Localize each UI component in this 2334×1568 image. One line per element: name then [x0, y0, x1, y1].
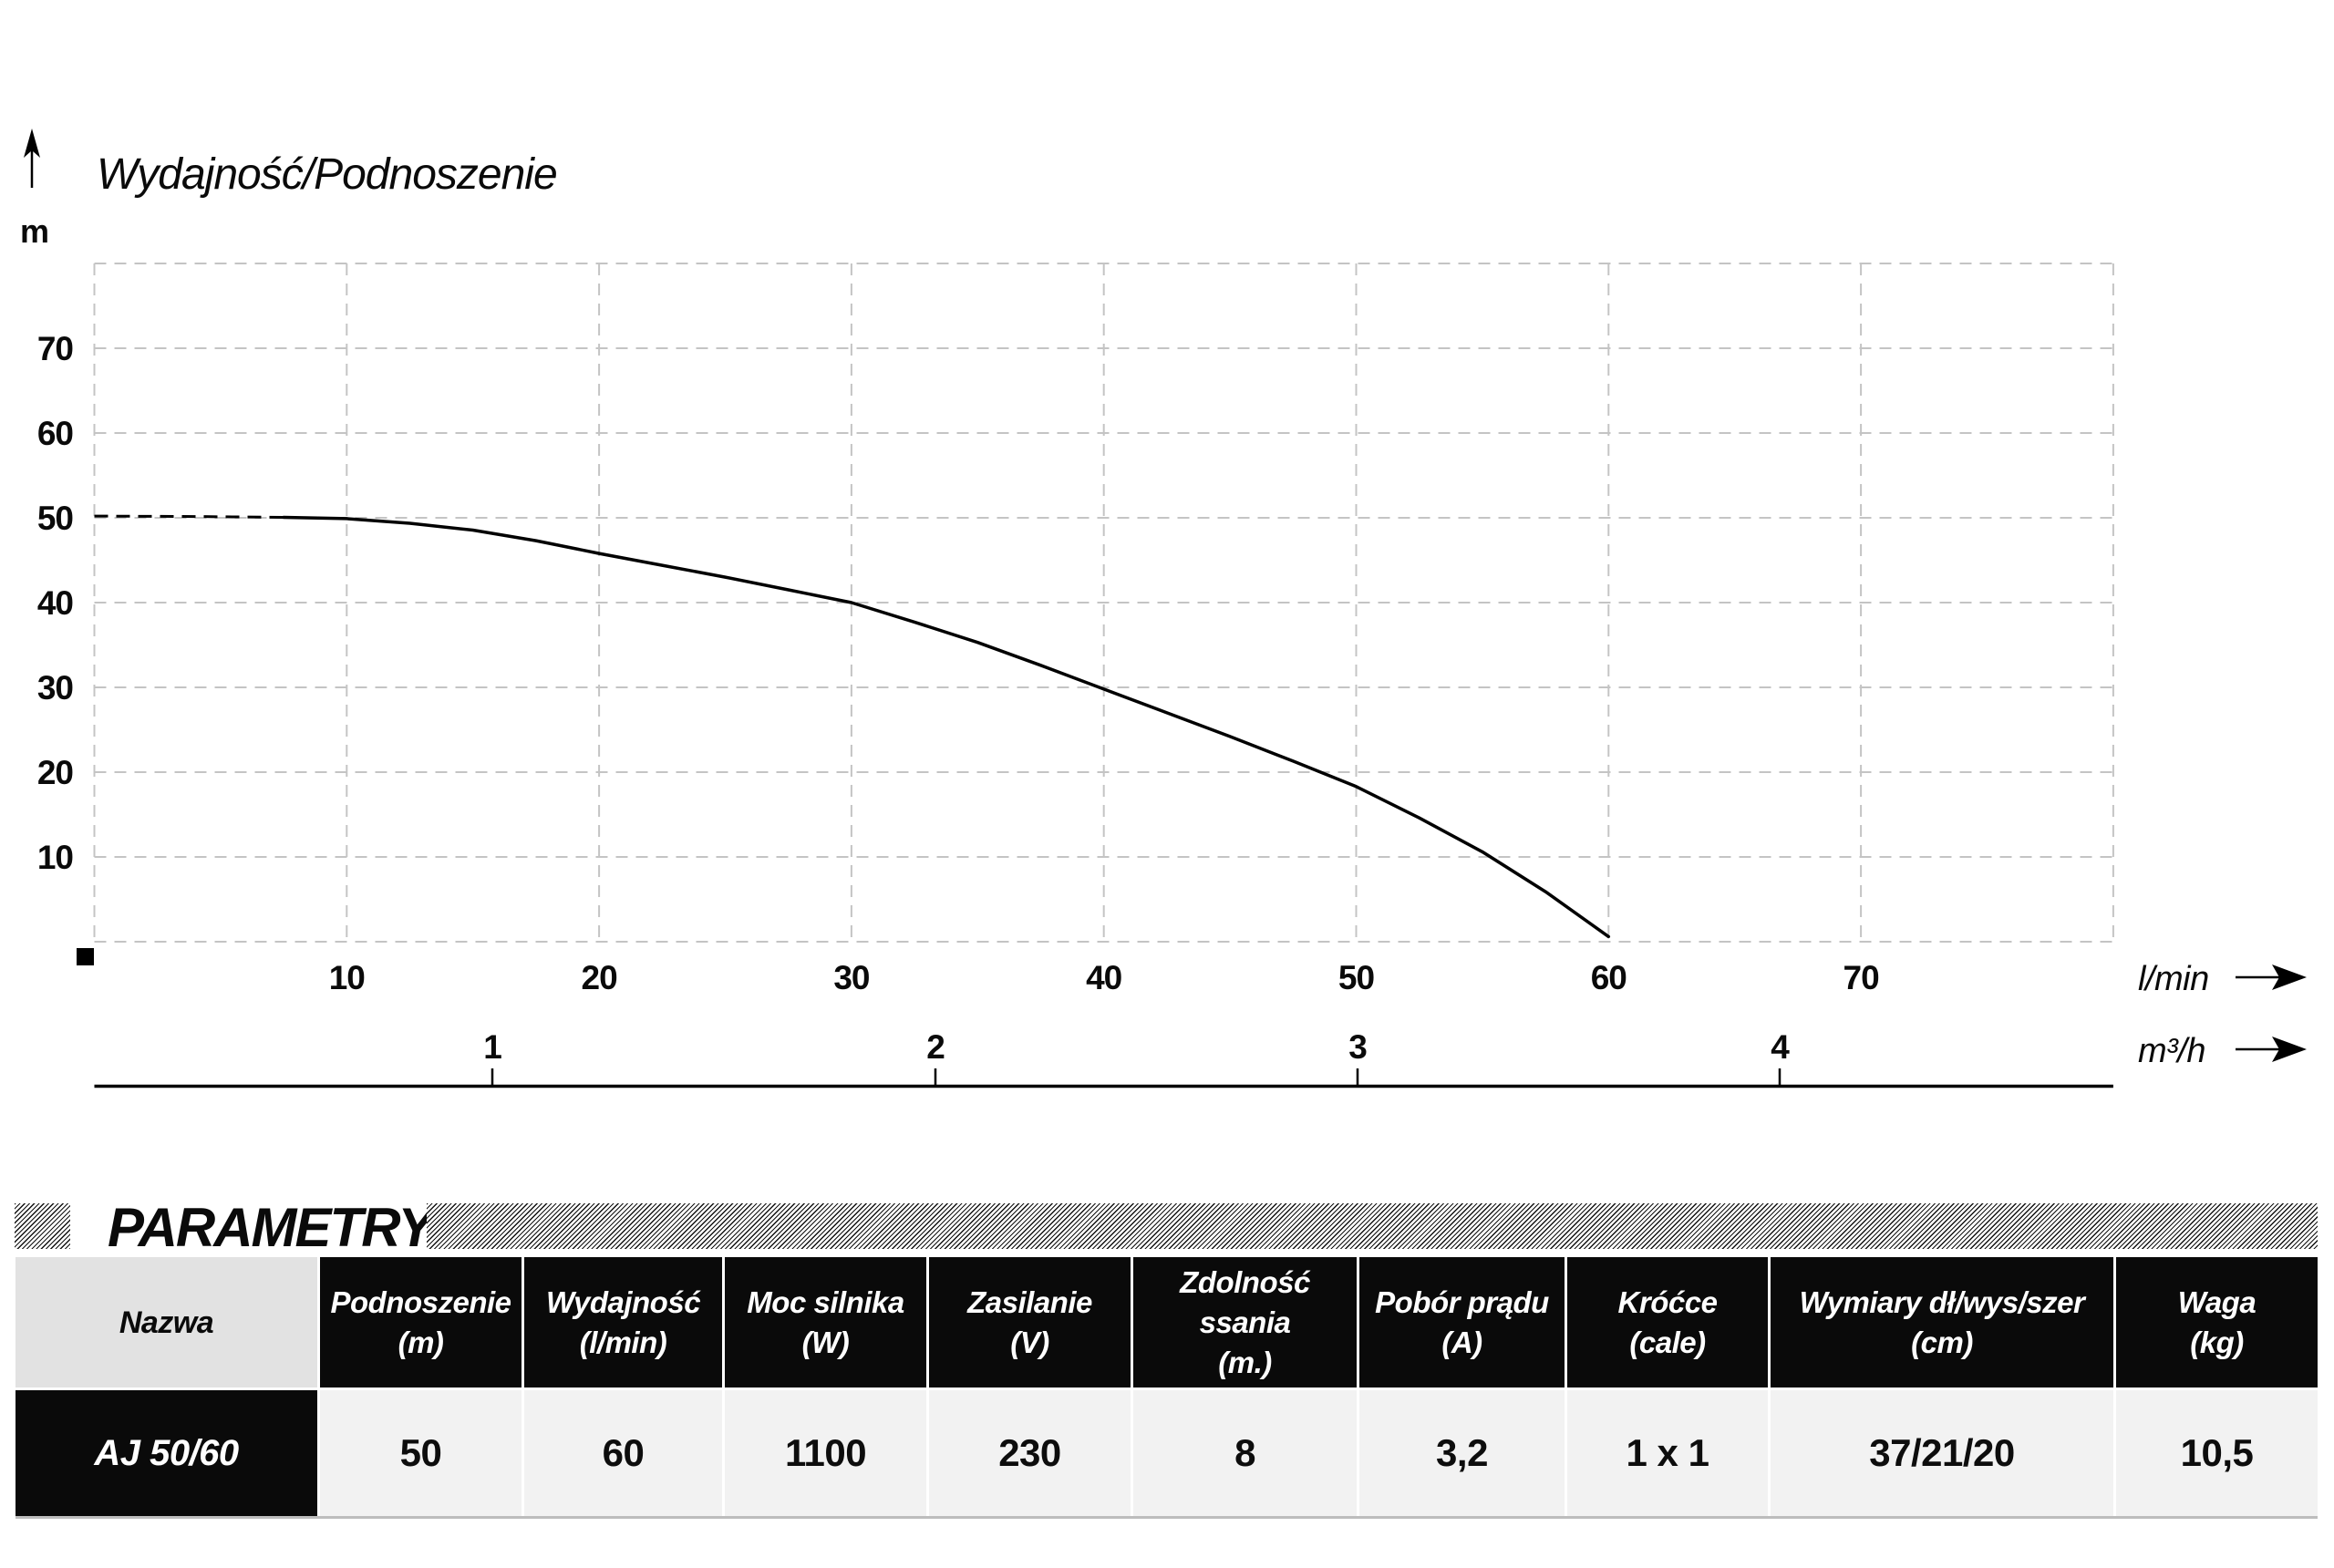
pump-performance-chart: m 70 60 50 40 30 20 10 10 20 30 40 50 60…	[20, 129, 2307, 1088]
column-header-pobor-pradu: Pobór prądu (A)	[1359, 1257, 1565, 1387]
y-axis-unit: m	[20, 212, 49, 250]
x-tick-label: 20	[582, 959, 618, 996]
column-unit: (m.)	[1218, 1345, 1272, 1379]
column-unit: (m)	[398, 1325, 444, 1359]
y-tick-label: 30	[37, 669, 74, 707]
x2-axis-arrow-icon	[2236, 1037, 2307, 1062]
origin-square-marker	[77, 948, 94, 965]
value-wymiary: 37/21/20	[1771, 1390, 2113, 1516]
grid-lines	[93, 263, 2114, 943]
pump-curve-dashed-segment	[94, 514, 284, 519]
y-axis-tick-labels: 70 60 50 40 30 20 10	[37, 330, 75, 876]
column-unit: (cale)	[1629, 1325, 1706, 1359]
column-header-waga: Waga (kg)	[2116, 1257, 2318, 1387]
y-tick-label: 70	[37, 330, 74, 367]
value-podnoszenie: 50	[320, 1390, 522, 1516]
x-tick-label: 30	[833, 959, 870, 996]
y-tick-label: 10	[37, 839, 74, 876]
column-header-moc-silnika: Moc silnika (W)	[725, 1257, 926, 1387]
column-label: Zdolność ssania	[1180, 1264, 1310, 1339]
x-tick-label: 40	[1086, 959, 1122, 996]
column-label: Moc silnika	[747, 1284, 904, 1319]
x2-axis-ticks	[491, 1068, 1781, 1085]
y-tick-label: 20	[37, 754, 74, 791]
column-label: Zasilanie	[967, 1284, 1092, 1319]
x-axis-unit: l/min	[2138, 960, 2209, 998]
value-moc-silnika: 1100	[725, 1390, 926, 1516]
table-data-row: AJ 50/60 50 60 1100 230 8 3,2 1 x 1 37/2…	[15, 1390, 2318, 1519]
column-label: Króćce	[1617, 1284, 1718, 1319]
column-label: Wydajność	[545, 1284, 701, 1319]
x2-tick-label: 3	[1348, 1028, 1367, 1066]
column-unit: (W)	[801, 1325, 850, 1359]
x-axis-tick-labels: 10 20 30 40 50 60 70	[329, 959, 1880, 996]
column-header-zasilanie: Zasilanie (V)	[929, 1257, 1131, 1387]
column-label: Podnoszenie	[330, 1284, 511, 1319]
value-krocce: 1 x 1	[1567, 1390, 1768, 1516]
value-zasilanie: 230	[929, 1390, 1131, 1516]
column-label: Pobór prądu	[1375, 1284, 1549, 1319]
x-tick-label: 70	[1843, 959, 1880, 996]
x2-tick-label: 2	[926, 1028, 945, 1066]
table-header-row: Nazwa Podnoszenie (m) Wydajność (l/min) …	[15, 1257, 2318, 1387]
column-header-wydajnosc: Wydajność (l/min)	[524, 1257, 722, 1387]
x-tick-label: 10	[329, 959, 366, 996]
x2-tick-label: 1	[483, 1028, 501, 1066]
parameters-table: Nazwa Podnoszenie (m) Wydajność (l/min) …	[15, 1257, 2318, 1519]
column-unit: (kg)	[2190, 1325, 2244, 1359]
column-header-podnoszenie: Podnoszenie (m)	[320, 1257, 522, 1387]
parameters-section-title: PARAMETRY	[108, 1197, 434, 1258]
y-axis-arrow-icon	[24, 129, 40, 188]
hatch-decoration-right	[427, 1203, 2318, 1249]
x2-axis-unit: m³/h	[2138, 1032, 2205, 1070]
y-tick-label: 60	[37, 415, 74, 452]
column-unit: (l/min)	[579, 1325, 667, 1359]
value-zdolnosc-ssania: 8	[1133, 1390, 1357, 1516]
pump-model-cell: AJ 50/60	[15, 1390, 317, 1516]
value-waga: 10,5	[2116, 1390, 2318, 1516]
pump-curve	[282, 515, 1611, 939]
column-unit: (A)	[1441, 1325, 1482, 1359]
column-label: Nazwa	[119, 1305, 214, 1340]
y-tick-label: 40	[37, 584, 74, 622]
column-header-nazwa: Nazwa	[15, 1257, 317, 1387]
x2-axis-tick-labels: 1 2 3 4	[483, 1028, 1791, 1066]
column-header-wymiary: Wymiary dł/wys/szer (cm)	[1771, 1257, 2113, 1387]
column-unit: (V)	[1010, 1325, 1049, 1359]
column-label: Wymiary dł/wys/szer	[1799, 1284, 2085, 1319]
x2-tick-label: 4	[1771, 1028, 1790, 1066]
x-tick-label: 60	[1591, 959, 1627, 996]
column-header-krocce: Króćce (cale)	[1567, 1257, 1768, 1387]
column-header-zdolnosc-ssania: Zdolność ssania (m.)	[1133, 1257, 1357, 1387]
value-wydajnosc: 60	[524, 1390, 722, 1516]
hatch-decoration-left	[15, 1203, 70, 1249]
chart-title: Wydajność/Podnoszenie	[97, 150, 558, 199]
column-unit: (cm)	[1911, 1325, 1973, 1359]
column-label: Waga	[2177, 1284, 2257, 1319]
value-pobor-pradu: 3,2	[1359, 1390, 1565, 1516]
x-axis-arrow-icon	[2236, 965, 2307, 990]
y-tick-label: 50	[37, 500, 74, 537]
x-tick-label: 50	[1338, 959, 1375, 996]
